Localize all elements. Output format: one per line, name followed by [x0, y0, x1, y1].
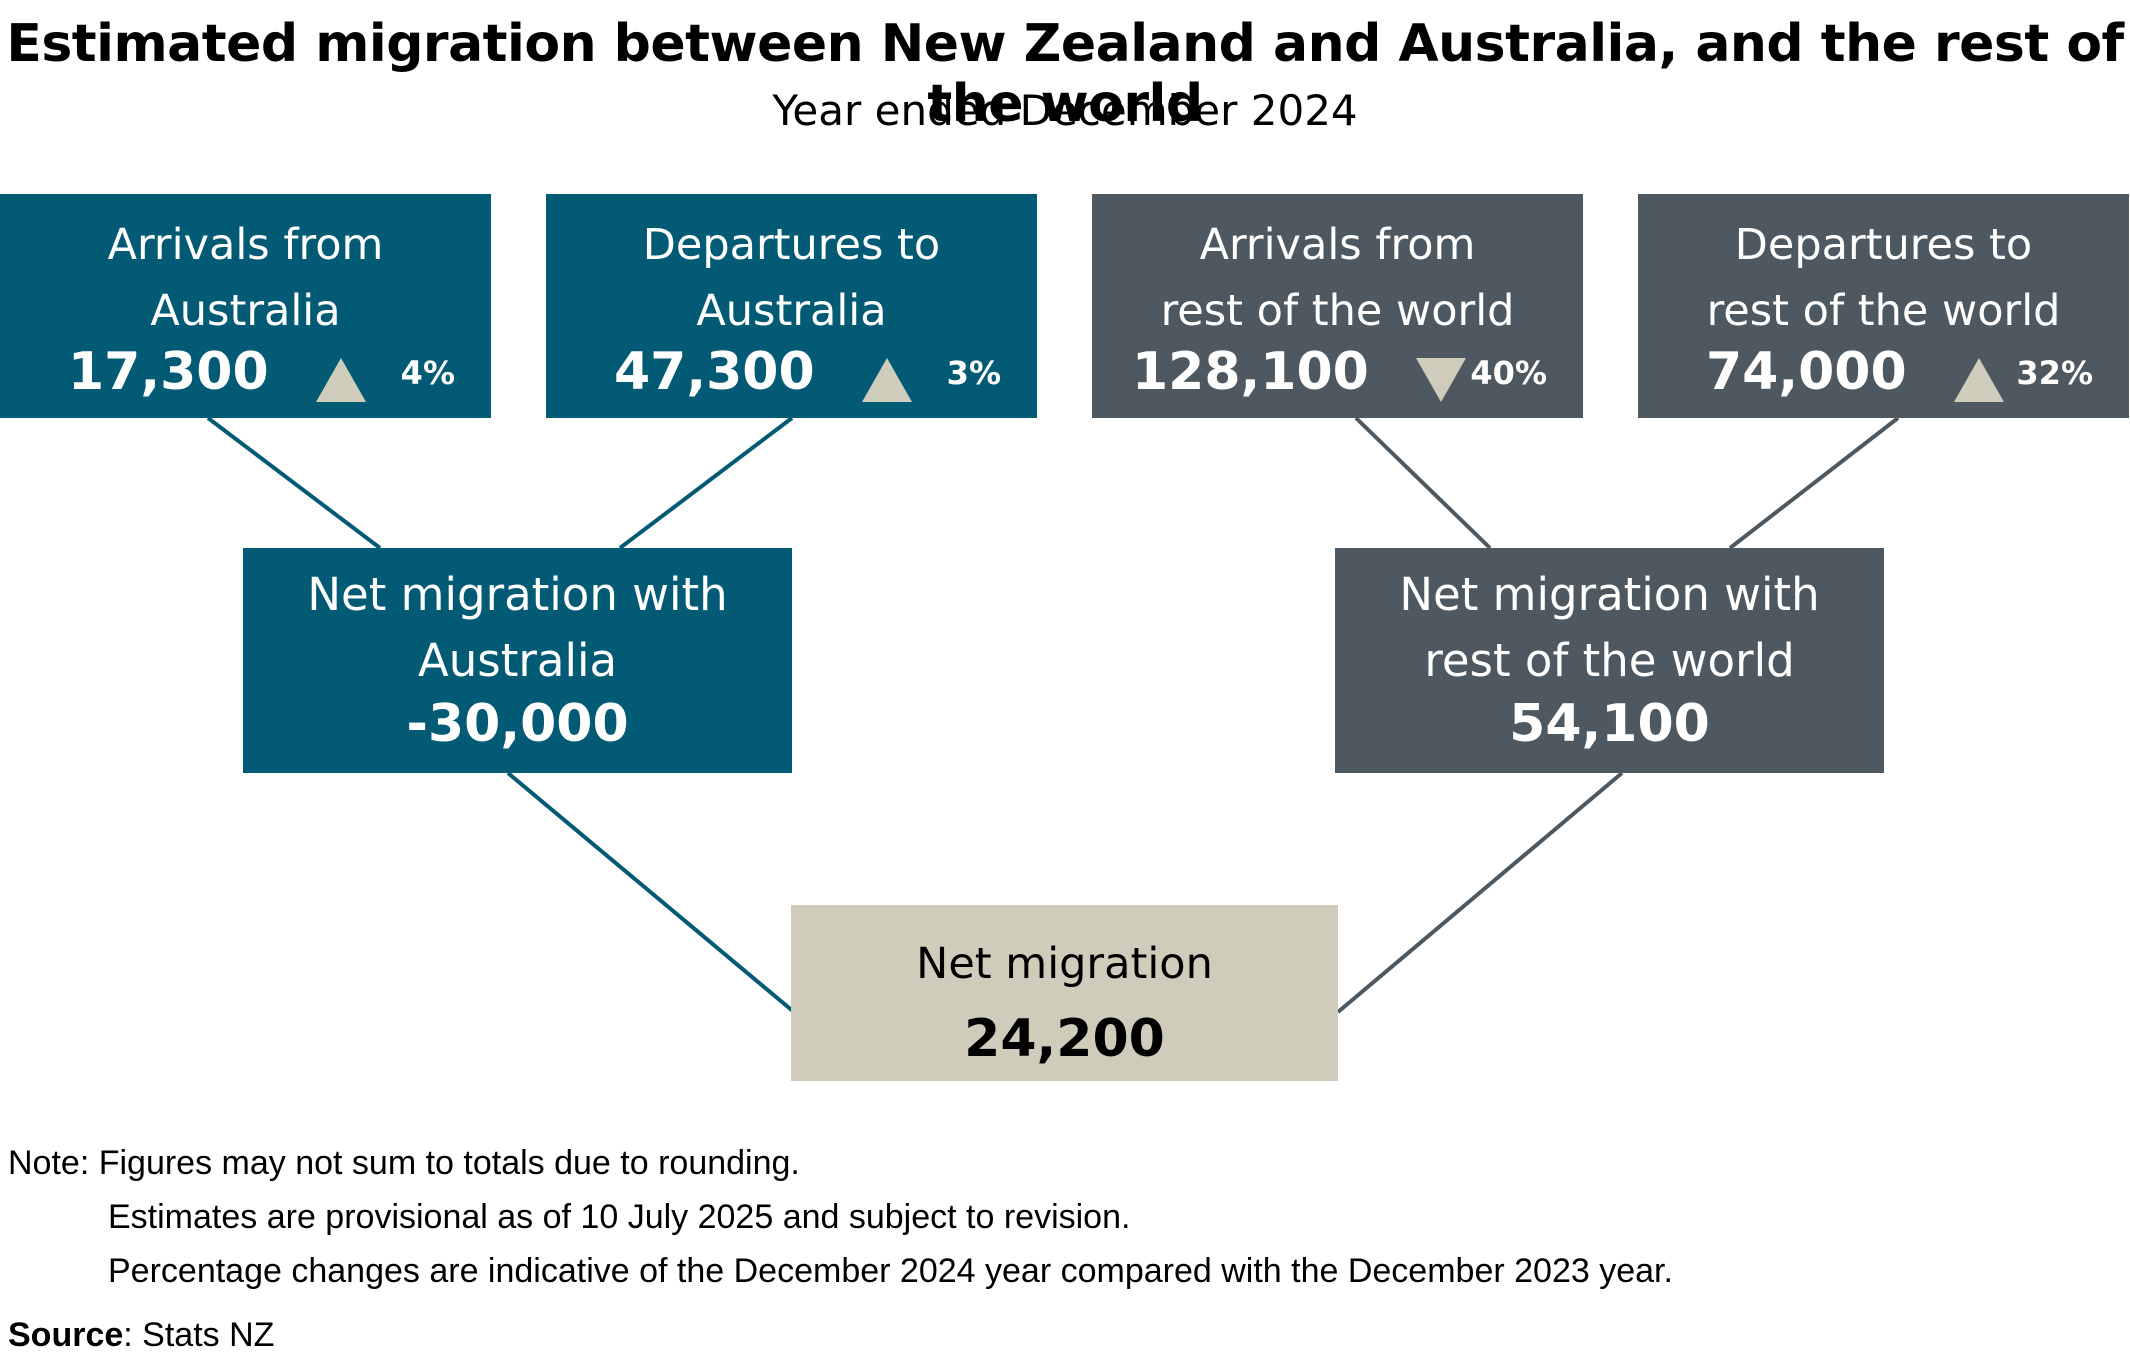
box-label: Arrivals from Australia	[0, 212, 491, 344]
page-title: Estimated migration between New Zealand …	[6, 14, 2124, 134]
box-value: -30,000	[406, 694, 629, 754]
note-line: Estimates are provisional as of 10 July …	[108, 1198, 1131, 1236]
arrivals-rest-of-world-box: Arrivals from rest of the world 128,100 …	[1092, 194, 1583, 418]
net-migration-australia-box: Net migration with Australia -30,000	[243, 548, 792, 773]
note-text: Figures may not sum to totals due to rou…	[98, 1144, 800, 1182]
label-line: Australia	[150, 286, 341, 336]
label-line: Net migration with	[1399, 568, 1820, 621]
percent-change: 4%	[400, 354, 455, 392]
box-value: 128,100	[1132, 342, 1369, 402]
triangle-down-icon	[1416, 358, 1466, 402]
arrivals-australia-box: Arrivals from Australia 17,300 4%	[0, 194, 491, 418]
box-label: Net migration	[916, 939, 1213, 989]
label-line: Australia	[696, 286, 887, 336]
source-credit: Source: Stats NZ	[8, 1316, 274, 1355]
triangle-up-icon	[1954, 358, 2004, 402]
connector-departures-aus	[618, 416, 794, 550]
label-line: rest of the world	[1706, 286, 2061, 336]
connector-arrivals-aus	[206, 416, 382, 550]
label-line: Net migration with	[307, 568, 728, 621]
label-line: Australia	[417, 634, 618, 687]
label-line: Departures to	[642, 220, 941, 270]
net-migration-total-box: Net migration 24,200	[791, 905, 1338, 1081]
source-text: : Stats NZ	[123, 1316, 275, 1354]
box-value: 54,100	[1509, 694, 1710, 754]
box-value: 47,300	[614, 342, 815, 402]
page-subtitle: Year ended December 2024	[772, 86, 1358, 135]
departures-rest-of-world-box: Departures to rest of the world 74,000 3…	[1638, 194, 2129, 418]
box-label: Departures to Australia	[546, 212, 1037, 344]
triangle-up-icon	[316, 358, 366, 402]
connector-departures-row	[1728, 416, 1900, 550]
box-label: Net migration with Australia	[243, 562, 792, 694]
label-line: Arrivals from	[1199, 220, 1476, 270]
footnote: Note: Figures may not sum to totals due …	[8, 1136, 1673, 1298]
box-value: 24,200	[964, 1009, 1165, 1069]
box-value: 17,300	[68, 342, 269, 402]
connector-net-aus	[506, 771, 796, 1014]
note-prefix: Note:	[8, 1144, 90, 1182]
percent-change: 40%	[1470, 354, 1547, 392]
connector-arrivals-row	[1354, 416, 1492, 550]
label-line: Departures to	[1734, 220, 2033, 270]
box-label: Arrivals from rest of the world	[1092, 212, 1583, 344]
percent-change: 32%	[2016, 354, 2093, 392]
box-label: Net migration with rest of the world	[1335, 562, 1884, 694]
connector-net-row	[1336, 771, 1624, 1014]
label-line: rest of the world	[1424, 634, 1795, 687]
departures-australia-box: Departures to Australia 47,300 3%	[546, 194, 1037, 418]
source-label: Source	[8, 1316, 124, 1354]
note-line: Note: Figures may not sum to totals due …	[8, 1136, 1673, 1190]
box-label: Departures to rest of the world	[1638, 212, 2129, 344]
note-line: Percentage changes are indicative of the…	[108, 1252, 1673, 1290]
net-migration-rest-of-world-box: Net migration with rest of the world 54,…	[1335, 548, 1884, 773]
box-value: 74,000	[1706, 342, 1907, 402]
label-line: Arrivals from	[107, 220, 384, 270]
triangle-up-icon	[862, 358, 912, 402]
label-line: rest of the world	[1160, 286, 1515, 336]
percent-change: 3%	[946, 354, 1001, 392]
